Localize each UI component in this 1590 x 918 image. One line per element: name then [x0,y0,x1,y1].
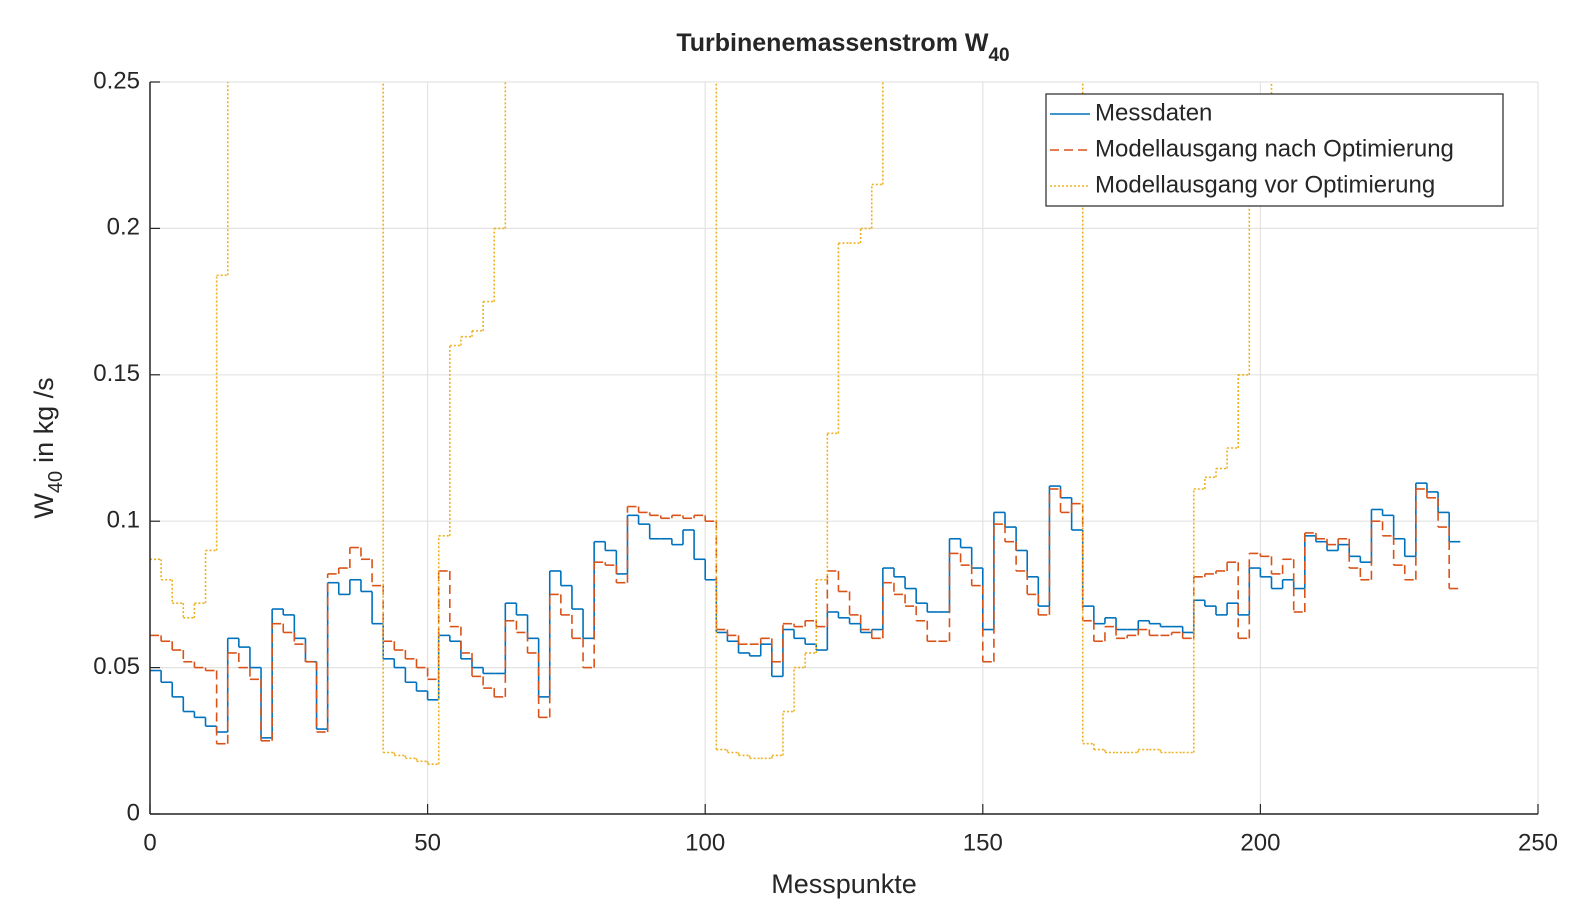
legend: Messdaten Modellausgang nach Optimierung M… [1045,93,1504,207]
x-tick-label: 200 [1240,829,1280,856]
step-riser [160,82,1273,765]
axes: 0 50 100 150 200 250 0 0.05 0.1 0.15 0.2 0.25 [93,67,1558,856]
y-tick-label: 0.1 [107,507,140,534]
x-tick-label: 250 [1518,829,1558,856]
chart-title: Turbinenemassenstrom W40 [676,29,1009,66]
legend-label: Modellausgang vor Optimierung [1095,171,1435,198]
legend-label: Messdaten [1095,99,1212,126]
title-subscript: 40 [988,45,1009,66]
y-label-main: W [29,493,59,519]
legend-box [1045,93,1504,207]
series-group [150,482,1461,739]
y-tick-label: 0 [127,799,140,826]
x-tick-label: 100 [685,829,725,856]
y-tick-label: 0.05 [93,653,140,680]
series-group [150,488,1461,745]
legend-label: Modellausgang nach Optimierung [1095,135,1454,162]
step-riser [160,488,1450,744]
x-axis-label: Messpunkte [771,869,917,899]
y-tick-label: 0.25 [93,67,140,94]
title-main: Turbinenemassenstrom W [676,29,989,57]
y-axis-label: W40 in kg /s [29,377,67,518]
y-tick-label: 0.15 [93,360,140,387]
x-tick-label: 150 [963,829,1003,856]
y-label-suffix: in kg /s [29,377,59,463]
x-tick-label: 50 [414,829,441,856]
y-label-subscript: 40 [45,471,67,493]
series-group [150,82,1273,766]
series-layer [150,82,1461,766]
x-tick-label: 0 [143,829,156,856]
y-tick-label: 0.2 [107,214,140,241]
